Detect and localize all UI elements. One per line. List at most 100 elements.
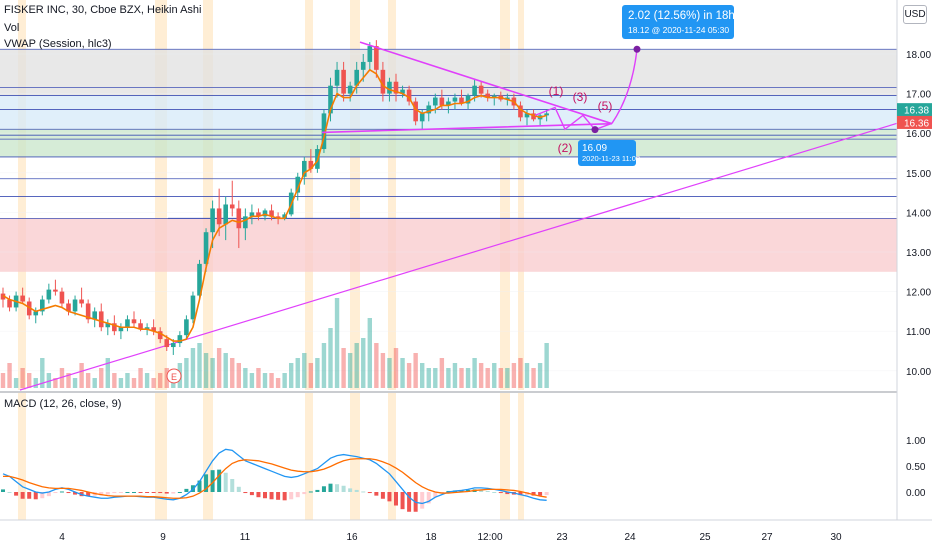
- macd-histogram-bar: [498, 492, 503, 494]
- session-band: [155, 393, 167, 520]
- session-band: [518, 0, 524, 390]
- wave-label: (5): [598, 99, 613, 113]
- volume-bar: [354, 343, 359, 388]
- candle-body: [72, 299, 78, 312]
- candle: [236, 200, 242, 249]
- candle-body: [20, 295, 25, 302]
- volume-bar: [315, 358, 320, 388]
- wave-label: (2): [558, 141, 573, 155]
- price-tick-label: 12.00: [906, 288, 931, 299]
- candle: [66, 299, 71, 316]
- candle-body: [105, 323, 111, 328]
- volume-bar: [203, 353, 209, 388]
- candle-body: [275, 216, 281, 219]
- macd-tick-label: 0.00: [906, 488, 926, 499]
- macd-histogram-bar: [217, 469, 222, 492]
- volume-bar: [59, 368, 65, 388]
- target-label-box: [622, 5, 734, 39]
- candle: [118, 323, 124, 340]
- macd-histogram-bar: [354, 489, 359, 492]
- volume-bar: [472, 358, 477, 388]
- candle: [53, 279, 58, 296]
- candle-body: [53, 289, 58, 292]
- macd-histogram-bar: [223, 472, 228, 492]
- symbol-title[interactable]: FISKER INC, 30, Cboe BZX, Heikin Ashi: [4, 4, 202, 16]
- candle-body: [393, 81, 399, 94]
- volume-bar: [184, 358, 189, 388]
- macd-histogram-bar: [86, 492, 91, 497]
- candle-body: [7, 299, 12, 308]
- macd-histogram-bar: [138, 492, 143, 493]
- candle: [197, 259, 202, 300]
- macd-histogram-bar: [14, 492, 19, 496]
- volume-bar: [151, 378, 156, 388]
- macd-histogram-bar: [158, 492, 163, 494]
- macd-histogram-bar: [204, 474, 209, 492]
- candle: [518, 101, 523, 122]
- candle-body: [426, 105, 432, 114]
- volume-bar: [249, 373, 255, 388]
- volume-bar: [190, 348, 196, 388]
- candle: [524, 109, 530, 126]
- macd-histogram-bar: [367, 492, 372, 494]
- volume-bar: [79, 363, 84, 388]
- last-price-label: 16.38: [904, 106, 929, 117]
- candle: [249, 204, 255, 225]
- candle-body: [531, 113, 536, 120]
- candle: [7, 295, 12, 312]
- candle-body: [171, 343, 176, 348]
- volume-bar: [138, 368, 143, 388]
- macd-indicator-label[interactable]: MACD (12, 26, close, 9): [4, 398, 122, 410]
- macd-histogram-bar: [485, 490, 490, 492]
- volume-bar: [478, 363, 484, 388]
- candle-body: [79, 299, 84, 304]
- volume-bar: [387, 358, 392, 388]
- macd-histogram-bar: [302, 492, 307, 495]
- volume-bar: [302, 353, 307, 388]
- volume-bar: [40, 358, 45, 388]
- candle-body: [177, 335, 183, 344]
- volume-bar: [269, 373, 274, 388]
- candle: [33, 307, 39, 324]
- macd-histogram-bar: [236, 486, 241, 492]
- candle: [40, 295, 45, 316]
- candle-body: [387, 81, 392, 94]
- price-tick-label: 11.00: [906, 327, 931, 338]
- candle-body: [419, 113, 425, 122]
- time-tick-label: 18: [425, 532, 437, 543]
- volume-bar: [158, 373, 163, 388]
- volume-bar: [256, 368, 261, 388]
- volume-bar: [236, 363, 241, 388]
- candle-body: [485, 93, 490, 98]
- price-tick-label: 13.00: [906, 248, 931, 259]
- candle-body: [59, 291, 65, 304]
- target-projection-curve: [611, 49, 638, 124]
- price-tick-label: 16.00: [906, 129, 931, 140]
- candle: [229, 180, 235, 217]
- volume-bar: [524, 363, 530, 388]
- earnings-event-label: E: [171, 372, 177, 382]
- vwap-indicator-label[interactable]: VWAP (Session, hlc3): [4, 38, 112, 50]
- candle-body: [478, 85, 484, 94]
- session-band: [305, 393, 313, 520]
- candle-body: [256, 212, 261, 217]
- candle: [367, 42, 373, 70]
- volume-indicator-label[interactable]: Vol: [4, 22, 20, 34]
- volume-bar: [33, 378, 38, 388]
- time-tick-label: 16: [346, 532, 358, 543]
- candle-body: [92, 311, 97, 320]
- candle: [125, 315, 130, 332]
- macd-histogram-bar: [335, 484, 340, 492]
- macd-histogram-bar: [289, 492, 294, 500]
- volume-bar: [13, 378, 19, 388]
- macd-histogram-bar: [387, 492, 392, 502]
- volume-bar: [20, 368, 25, 388]
- currency-badge[interactable]: USD: [903, 5, 927, 24]
- session-band: [388, 0, 396, 390]
- candle: [406, 85, 412, 106]
- candle: [334, 61, 340, 98]
- macd-histogram-bar: [341, 485, 346, 492]
- candle: [184, 315, 189, 340]
- macd-histogram-bar: [7, 492, 12, 493]
